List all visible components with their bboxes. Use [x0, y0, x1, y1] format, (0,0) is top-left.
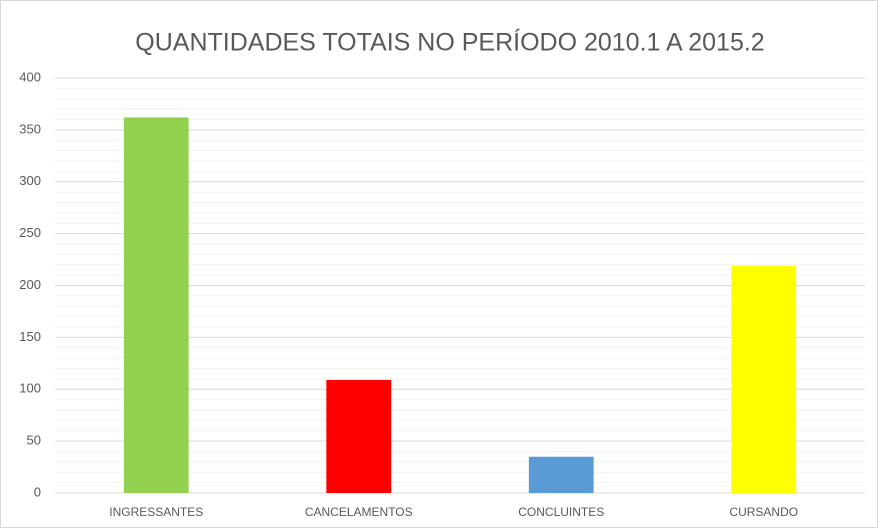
y-tick-label: 50: [27, 433, 41, 448]
chart-title: QUANTIDADES TOTAIS NO PERÍODO 2010.1 A 2…: [135, 28, 764, 57]
x-tick-label: INGRESSANTES: [109, 505, 203, 519]
x-tick-label: CURSANDO: [729, 505, 798, 519]
y-tick-label: 250: [19, 225, 41, 240]
y-tick-label: 100: [19, 381, 41, 396]
y-tick-label: 400: [19, 69, 41, 84]
y-tick-label: 150: [19, 329, 41, 344]
x-tick-label: CONCLUINTES: [518, 505, 604, 519]
bar: [123, 117, 189, 494]
y-tick-label: 350: [19, 121, 41, 136]
bar: [326, 379, 392, 493]
y-tick-label: 0: [34, 484, 41, 499]
y-tick-label: 200: [19, 277, 41, 292]
bar: [528, 456, 594, 493]
y-tick-label: 300: [19, 173, 41, 188]
x-tick-label: CANCELAMENTOS: [305, 505, 413, 519]
bar: [731, 265, 797, 493]
